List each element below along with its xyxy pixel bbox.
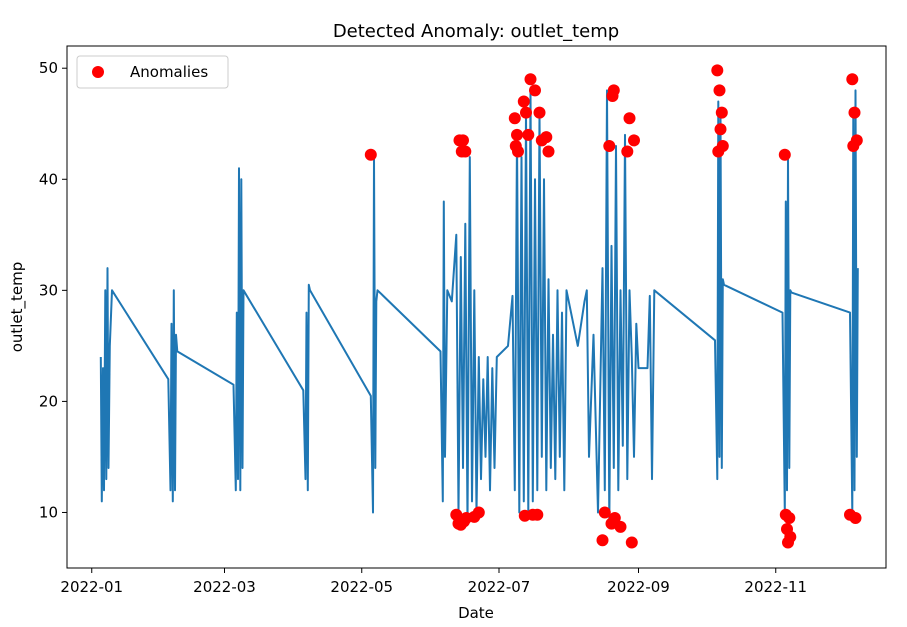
anomaly-point (520, 106, 532, 119)
anomaly-point (472, 506, 485, 519)
anomaly-point (596, 534, 609, 547)
anomaly-point (459, 145, 472, 158)
anomaly-point (531, 508, 544, 521)
anomaly-point (846, 73, 859, 86)
anomaly-point (508, 112, 521, 125)
anomaly-point (716, 140, 729, 152)
anomaly-point (608, 512, 621, 524)
legend-box (76, 55, 229, 89)
x-axis-label: Date (458, 604, 494, 622)
anomaly-point (529, 84, 541, 97)
anomaly-point (715, 106, 728, 119)
x-tick-label: 2022-07 (468, 578, 531, 596)
y-axis: 10 20 30 40 50 (39, 59, 67, 521)
y-tick-label: 10 (39, 503, 58, 521)
anomaly-point (849, 512, 862, 524)
anomaly-point (603, 140, 616, 152)
anomaly-point (714, 123, 727, 136)
plot-frame (66, 45, 887, 569)
series-line (99, 89, 859, 525)
anomaly-point (614, 520, 627, 533)
anomaly-point (783, 512, 796, 524)
legend-label-anomalies: Anomalies (130, 63, 208, 81)
anomaly-point (540, 131, 553, 144)
anomaly-point (533, 106, 546, 119)
chart-title: Detected Anomaly: outlet_temp (333, 21, 619, 42)
legend: Anomalies (76, 55, 229, 89)
x-tick-label: 2022-01 (60, 578, 123, 596)
plot-area (66, 45, 887, 569)
anomaly-point (850, 134, 863, 147)
anomaly-point (542, 145, 555, 158)
anomaly-point (621, 145, 634, 158)
y-axis-label: outlet_temp (8, 262, 27, 353)
x-tick-label: 2022-05 (330, 578, 393, 596)
series-line-path (99, 89, 859, 525)
anomaly-point (848, 106, 861, 119)
anomaly-points (364, 64, 863, 549)
anomaly-point (364, 148, 377, 161)
y-tick-label: 20 (39, 392, 58, 410)
anomaly-point (512, 145, 524, 158)
anomaly-point (628, 134, 640, 147)
y-tick-label: 50 (39, 59, 58, 77)
anomaly-point (784, 530, 797, 543)
legend-marker-anomalies (92, 66, 104, 78)
anomaly-point (778, 148, 791, 161)
y-tick-label: 30 (39, 281, 58, 299)
x-axis: 2022-01 2022-03 2022-05 2022-07 2022-09 2022-… (60, 568, 807, 596)
anomaly-point (524, 73, 537, 86)
y-tick-label: 40 (39, 170, 58, 188)
anomaly-point (522, 128, 535, 141)
x-tick-label: 2022-11 (744, 578, 807, 596)
x-tick-label: 2022-09 (607, 578, 670, 596)
anomaly-point (607, 84, 620, 97)
anomaly-point (598, 506, 611, 519)
anomaly-point (625, 536, 638, 549)
x-tick-label: 2022-03 (193, 578, 256, 596)
anomaly-point (711, 64, 724, 77)
anomaly-point (713, 84, 726, 97)
anomaly-point (511, 128, 523, 141)
anomaly-point (457, 134, 469, 147)
anomaly-point (517, 95, 530, 108)
anomaly-point (623, 112, 636, 125)
